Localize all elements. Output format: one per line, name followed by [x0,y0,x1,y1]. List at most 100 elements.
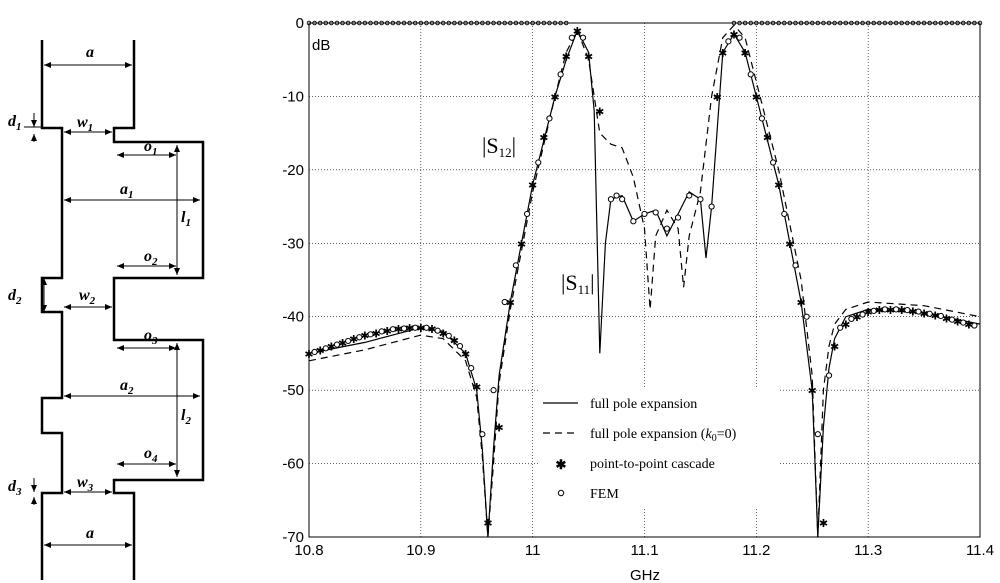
star-point: ✱ [785,238,794,251]
circle-point [400,325,408,332]
legend-dashed-label: full pole expansion (k0=0) [590,427,737,444]
star-point: ✱ [316,344,325,357]
circle-point [926,310,933,317]
label-o4: o4 [144,445,158,465]
y-tick-label: -20 [282,162,304,179]
x-tick-label: 11.4 [966,542,994,559]
star-point: ✱ [427,323,436,336]
circle-point [468,365,475,372]
circle-point [758,115,766,122]
circle-point [356,334,363,341]
y-axis-label: dB [312,37,330,54]
legend-circle-label: FEM [590,487,619,502]
star-point: ✱ [752,91,761,104]
circle-point [708,203,715,210]
circle-point [535,159,542,166]
circle-point [803,313,810,320]
circle-point [663,225,670,232]
star-point: ✱ [718,47,727,60]
x-axis-label: GHz [630,567,660,583]
star-point: ✱ [338,337,347,350]
x-tick-label: 11.1 [630,542,658,559]
star-point: ✱ [439,327,448,340]
star-point: ✱ [461,348,470,361]
circle-point [686,192,693,199]
star-point: ✱ [416,322,425,335]
label-o3: o3 [144,327,158,347]
circle-point [781,210,788,218]
star-point: ✱ [394,323,403,336]
legend-solid-label: full pole expansion [590,397,697,412]
circle-point [697,196,704,203]
star-point: ✱ [729,29,738,42]
circle-point [619,196,626,203]
label-w1: w1 [77,114,93,134]
circle-point [652,209,659,216]
star-point: ✱ [741,47,750,60]
star-point: ✱ [349,333,358,346]
circle-point [770,159,777,166]
chart-ticks: 10.8 10.9 11 11.1 11.2 11.3 11.4 0 -10 -20 -30 -40 -… [282,15,994,559]
y-tick-label: -30 [282,235,304,252]
circle-point [747,71,754,78]
circle-point [641,210,648,218]
circle-point [322,345,329,352]
x-tick-label: 11.3 [854,542,882,559]
circle-point [434,327,441,334]
circle-point [546,115,553,122]
circle-point [725,38,732,45]
circle-point [378,328,385,335]
circle-point [948,316,956,323]
y-tick-label: -60 [282,456,304,473]
star-point: ✱ [819,517,828,530]
circle-point [311,348,318,356]
star-point: ✱ [495,421,504,434]
star-point: ✱ [774,179,783,192]
circle-point [512,262,519,269]
circle-point [367,331,374,338]
star-point: ✱ [796,297,805,310]
star-point: ✱ [327,341,336,354]
label-a2: a2 [120,377,134,397]
annotation-s12: |S12| [482,133,516,160]
circle-point [904,307,911,314]
circle-point [568,34,575,41]
star-point: ✱ [841,319,850,332]
star-point: ✱ [953,316,962,329]
chart: ✱ ✱ ✱ ✱ ✱ ✱ ✱ ✱ ✱ ✱ ✱ ✱ ✱✱✱✱✱✱✱✱✱✱✱✱✱✱✱✱✱✱✱✱✱✱✱✱✱✱✱✱… [282,15,994,583]
label-a1: a1 [120,181,134,201]
label-o2: o2 [144,248,158,268]
label-w2: w2 [79,287,96,307]
star-point: ✱ [830,341,839,354]
circle-point [937,312,944,320]
circle-point [613,192,620,199]
star-point: ✱ [897,304,906,317]
circle-point [960,319,967,326]
waveguide-diagram: a d1 w1 o1 a1 l1 o2 d2 w2 o3 a2 l2 o4 d3… [8,40,205,580]
star-point: ✱ [517,238,526,251]
circle-point [674,214,682,221]
circle-point [792,262,799,269]
star-point: ✱ [371,327,380,340]
star-point: ✱ [472,381,481,394]
diagram-outline [40,40,205,580]
star-point: ✱ [919,308,928,321]
diagram-labels: a d1 w1 o1 a1 l1 o2 d2 w2 o3 a2 l2 o4 d3… [8,44,191,542]
circle-point [389,326,396,333]
circle-point [870,307,877,314]
star-point: ✱ [875,304,884,317]
legend-star-label: point-to-point cascade [590,457,715,472]
star-point: ✱ [562,51,571,64]
circle-point [445,332,452,339]
star-point: ✱ [964,319,973,332]
y-tick-label: 0 [296,15,304,32]
label-w3: w3 [77,474,94,494]
star-point: ✱ [383,325,392,338]
label-o1: o1 [144,138,158,158]
star-point: ✱ [864,306,873,319]
label-l1: l1 [181,209,191,229]
star-point: ✱ [483,517,492,530]
circle-point [333,341,341,348]
y-tick-label: -70 [282,529,304,546]
